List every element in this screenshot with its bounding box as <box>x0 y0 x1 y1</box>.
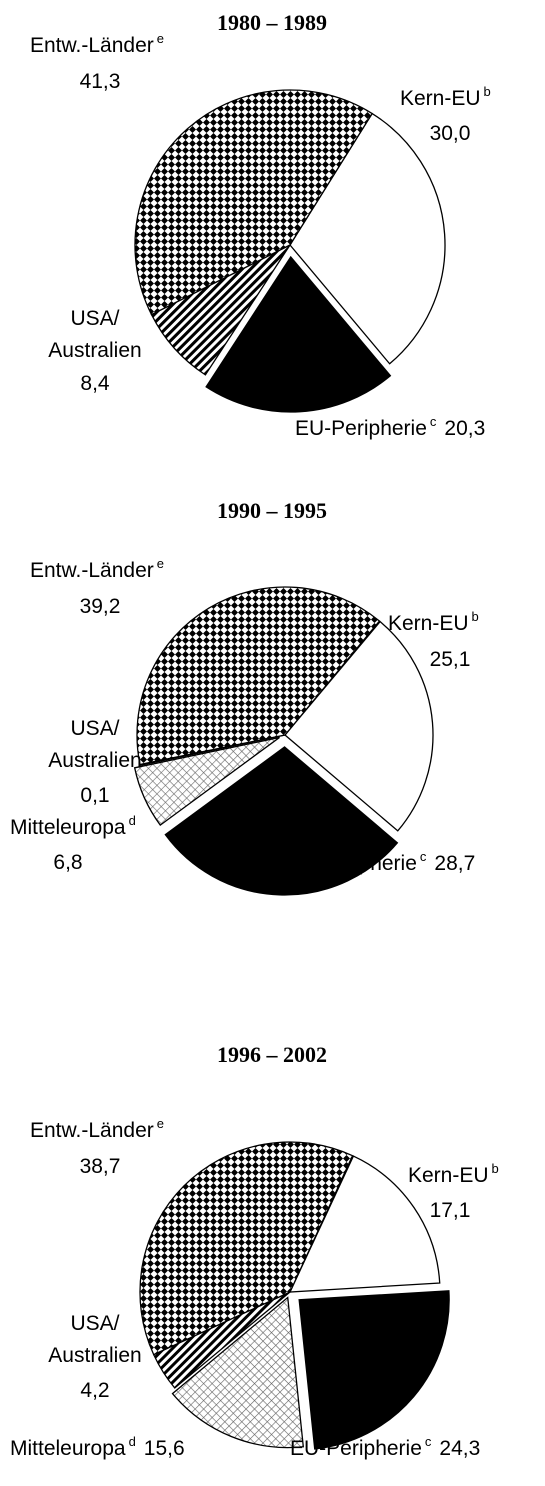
value-label: 28,7 <box>434 852 475 875</box>
pie-slice <box>171 1296 305 1449</box>
slice-label: Entw.-Länder <box>30 34 154 57</box>
slice-label: USA/Australien <box>48 307 141 362</box>
slice-label: Mitteleuropa <box>10 1437 126 1460</box>
slice-label: EU-Peripherie <box>295 417 427 440</box>
footnote-mark: e <box>157 556 164 571</box>
value-label: 25,1 <box>430 648 471 671</box>
footnote-mark: d <box>129 813 136 828</box>
slice-label: Kern-EU <box>388 612 469 635</box>
pie-slice <box>134 89 374 316</box>
pie-slice <box>289 112 446 365</box>
slice-label: USA/Australien <box>48 1312 141 1367</box>
footnote-mark: c <box>430 414 437 429</box>
pie-slice <box>284 620 434 832</box>
label-line: Australien <box>48 1344 141 1367</box>
slice-label: Kern-EU <box>408 1164 489 1187</box>
pie-slice <box>133 736 280 827</box>
value-label: 38,7 <box>80 1155 121 1178</box>
value-label: 0,1 <box>80 784 109 807</box>
value-label: 17,1 <box>430 1199 471 1222</box>
footnote-mark: e <box>157 31 164 46</box>
label-line: USA/ <box>70 307 119 330</box>
chart-title: 1980 – 1989 <box>217 10 327 35</box>
pie-slice <box>136 586 381 766</box>
value-label: 30,0 <box>430 122 471 145</box>
label-line: Australien <box>48 749 141 772</box>
pie-slice <box>288 1155 441 1293</box>
pie-slice <box>164 746 399 896</box>
slice-label: EU-Peripherie <box>285 852 417 875</box>
value-label: 41,3 <box>80 70 121 93</box>
slice-label: Kern-EU <box>400 87 481 110</box>
value-label: 4,2 <box>80 1379 109 1402</box>
footnote-mark: b <box>484 84 491 99</box>
value-label: 39,2 <box>80 595 121 618</box>
value-label: 8,4 <box>80 372 110 395</box>
label-line: USA/ <box>70 1312 119 1335</box>
slice-label: Entw.-Länder <box>30 1119 154 1142</box>
chart-title: 1990 – 1995 <box>217 498 327 523</box>
slice-label: Entw.-Länder <box>30 559 154 582</box>
slice-label: USA/Australien <box>48 717 141 772</box>
pie-slice <box>205 255 392 413</box>
label-line: Australien <box>48 339 141 362</box>
slice-label: EU-Peripherie <box>290 1437 422 1460</box>
chart-title: 1996 – 2002 <box>217 1042 327 1067</box>
value-label: 20,3 <box>444 417 485 440</box>
pie-slice <box>139 1141 354 1356</box>
footnote-mark: c <box>420 849 427 864</box>
slice-label: Mitteleuropa <box>10 816 126 839</box>
value-label: 24,3 <box>439 1437 480 1460</box>
footnote-mark: c <box>425 1434 432 1449</box>
label-line: USA/ <box>70 717 119 740</box>
value-label: 6,8 <box>53 851 82 874</box>
footnote-mark: b <box>492 1161 499 1176</box>
pie-slice <box>298 1290 450 1450</box>
footnote-mark: d <box>129 1434 136 1449</box>
value-label: 15,6 <box>144 1437 185 1460</box>
footnote-mark: b <box>472 609 479 624</box>
footnote-mark: e <box>157 1116 164 1131</box>
